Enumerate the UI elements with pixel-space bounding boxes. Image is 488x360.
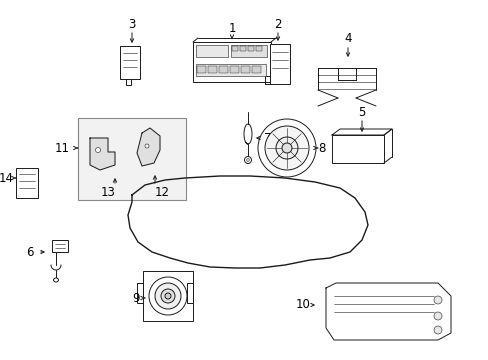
Bar xyxy=(186,283,193,303)
Bar xyxy=(241,66,249,73)
Bar xyxy=(52,240,68,252)
Text: 6: 6 xyxy=(26,246,34,258)
Text: 5: 5 xyxy=(358,105,365,118)
Ellipse shape xyxy=(258,119,315,177)
Bar xyxy=(230,45,266,57)
Bar xyxy=(219,66,227,73)
Text: 10: 10 xyxy=(295,298,310,311)
Ellipse shape xyxy=(149,277,186,315)
Ellipse shape xyxy=(95,148,101,153)
Bar xyxy=(256,46,262,51)
Ellipse shape xyxy=(155,283,181,309)
Text: 11: 11 xyxy=(54,141,69,154)
Bar xyxy=(197,66,205,73)
Bar xyxy=(331,135,383,163)
Bar xyxy=(247,46,253,51)
Bar xyxy=(120,46,140,79)
Text: 1: 1 xyxy=(228,22,235,35)
Ellipse shape xyxy=(164,293,171,299)
Bar xyxy=(269,44,289,84)
Bar xyxy=(196,45,227,57)
Bar xyxy=(193,42,270,82)
Text: 3: 3 xyxy=(128,18,135,31)
Ellipse shape xyxy=(53,278,59,282)
Bar xyxy=(196,64,265,76)
Ellipse shape xyxy=(246,158,249,162)
Bar xyxy=(231,46,238,51)
Polygon shape xyxy=(90,138,115,170)
Text: 8: 8 xyxy=(318,141,325,154)
Text: 4: 4 xyxy=(344,31,351,45)
Text: 7: 7 xyxy=(264,131,271,144)
Polygon shape xyxy=(331,129,391,135)
Bar xyxy=(142,271,193,321)
Bar xyxy=(207,66,217,73)
Bar xyxy=(251,66,261,73)
Polygon shape xyxy=(325,283,450,340)
Text: 14: 14 xyxy=(0,171,14,184)
Ellipse shape xyxy=(244,157,251,163)
Ellipse shape xyxy=(433,312,441,320)
Bar xyxy=(16,168,38,198)
Text: 12: 12 xyxy=(154,186,169,199)
Text: 2: 2 xyxy=(274,18,281,31)
Text: 13: 13 xyxy=(101,186,115,199)
Ellipse shape xyxy=(433,296,441,304)
Text: 9: 9 xyxy=(132,292,140,305)
Bar xyxy=(229,66,239,73)
Bar xyxy=(137,283,142,303)
Polygon shape xyxy=(137,128,160,166)
Ellipse shape xyxy=(282,143,291,153)
Bar xyxy=(78,118,185,200)
Ellipse shape xyxy=(433,326,441,334)
Ellipse shape xyxy=(145,144,149,148)
Ellipse shape xyxy=(161,289,175,303)
Bar xyxy=(240,46,245,51)
Ellipse shape xyxy=(275,137,297,159)
Ellipse shape xyxy=(264,126,308,170)
Bar xyxy=(126,79,131,85)
